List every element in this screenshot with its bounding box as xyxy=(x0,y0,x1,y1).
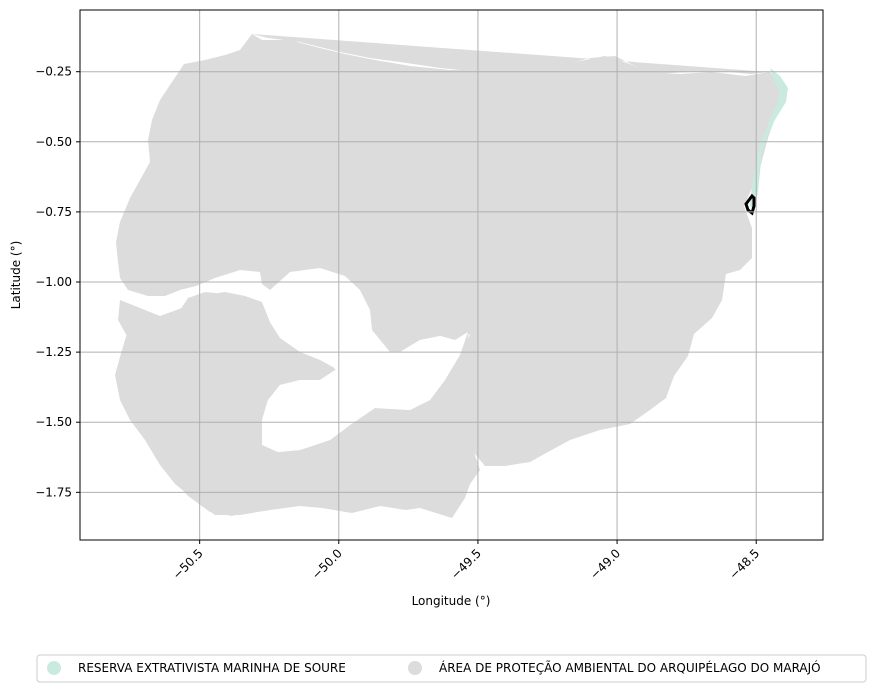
x-tick-label: −49.0 xyxy=(587,546,623,582)
legend-label-resex: RESERVA EXTRATIVISTA MARINHA DE SOURE xyxy=(78,661,346,675)
legend-marker-resex xyxy=(47,661,61,675)
y-tick-label: −1.00 xyxy=(35,275,72,289)
legend-box xyxy=(36,654,867,683)
apa-marajo-south-body xyxy=(115,292,480,518)
highlight-outline xyxy=(744,193,756,216)
legend-marker-apa xyxy=(408,661,422,675)
x-tick-label: −49.5 xyxy=(448,546,484,582)
y-tick-label: −1.75 xyxy=(35,485,72,499)
x-tick-label: −50.0 xyxy=(309,546,345,582)
x-axis-ticks: −50.5 −50.0 −49.5 −49.0 −48.5 xyxy=(170,540,762,582)
y-tick-label: −0.75 xyxy=(35,205,72,219)
inner-bay-water xyxy=(262,268,468,452)
legend: RESERVA EXTRATIVISTA MARINHA DE SOURE ÁR… xyxy=(36,654,867,683)
plot-frame xyxy=(79,9,824,541)
grid-lines xyxy=(80,10,823,540)
resex-soure-polygon xyxy=(750,68,788,210)
legend-label-apa: ÁREA DE PROTEÇÃO AMBIENTAL DO ARQUIPÉLAG… xyxy=(439,660,821,675)
y-tick-label: −0.25 xyxy=(35,65,72,79)
x-tick-label: −48.5 xyxy=(726,546,762,582)
x-axis-label: Longitude (°) xyxy=(412,594,491,608)
y-axis-ticks: −0.25 −0.50 −0.75 −1.00 −1.25 −1.50 −1.75 xyxy=(35,65,80,499)
y-axis-label: Latitude (°) xyxy=(9,241,23,310)
x-tick-label: −50.5 xyxy=(170,546,206,582)
y-tick-label: −1.50 xyxy=(35,415,72,429)
y-tick-label: −0.50 xyxy=(35,135,72,149)
y-tick-label: −1.25 xyxy=(35,345,72,359)
